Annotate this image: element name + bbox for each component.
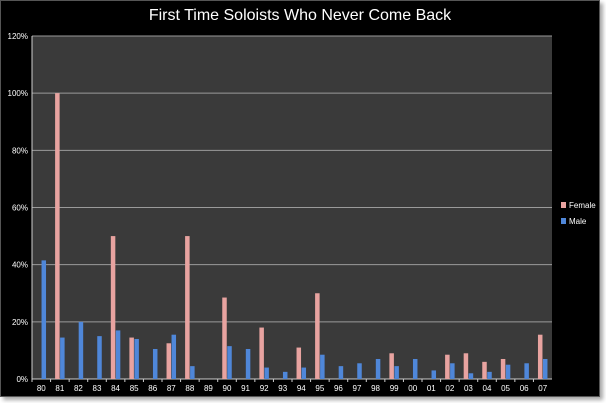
x-tick-label: 90 [223,384,232,393]
bar-female-92 [259,327,264,379]
y-tick-label: 60% [12,204,28,213]
x-tick-label: 80 [37,384,46,393]
bar-male-07 [542,358,548,379]
y-tick-label: 0% [16,375,28,384]
bar-male-86 [152,348,158,379]
bar-male-87 [171,334,177,379]
bar-male-99 [394,366,399,379]
bar-male-85 [134,338,139,379]
x-tick-label: 99 [390,384,399,393]
x-tick-label: 91 [241,384,250,393]
bar-female-85 [129,337,134,379]
x-tick-label: 92 [260,384,269,393]
x-tick-label: 95 [315,384,324,393]
bar-female-05 [500,358,506,379]
bar-male-90 [227,346,232,379]
x-tick-label: 06 [520,384,529,393]
bar-female-03 [463,353,469,379]
bar-male-83 [97,336,102,379]
bar-female-87 [166,343,172,379]
legend-label-male: Male [569,217,587,226]
bar-male-96 [338,366,344,379]
x-tick-label: 07 [538,384,547,393]
x-tick-label: 81 [55,384,64,393]
bar-male-97 [357,363,362,379]
bar-male-05 [505,364,511,379]
y-tick-label: 120% [8,32,28,41]
x-tick-label: 00 [408,384,417,393]
bar-female-81 [55,93,60,380]
bar-female-07 [537,334,543,379]
bar-female-90 [222,297,227,379]
x-tick-label: 04 [483,384,492,393]
legend-swatch-female [561,202,566,208]
legend-swatch-male [561,218,566,224]
bar-male-02 [450,363,455,379]
y-tick-label: 80% [12,146,28,155]
bar-female-04 [482,361,487,379]
bar-female-99 [389,353,394,379]
y-tick-label: 20% [12,318,28,327]
bar-male-88 [190,366,195,379]
x-tick-label: 87 [167,384,176,393]
bar-female-84 [110,236,116,379]
bar-male-06 [524,363,529,379]
x-tick-label: 94 [297,384,306,393]
x-tick-label: 98 [371,384,380,393]
chart-frame: First Time Soloists Who Never Come Back … [0,0,600,397]
legend-label-female: Female [569,201,596,210]
bar-male-93 [282,371,288,379]
x-tick-label: 89 [204,384,213,393]
bar-male-98 [375,358,381,379]
bar-male-81 [60,337,65,379]
bar-female-95 [315,293,320,379]
bar-male-91 [245,348,251,379]
x-tick-label: 84 [111,384,120,393]
x-tick-label: 03 [464,384,473,393]
chart-plot: 0% 20% 40% 60% 80% 100% 120% 80 81 82 83 84 85 86 87 88… [8,32,597,393]
bar-male-94 [301,367,307,379]
x-tick-label: 82 [74,384,83,393]
x-tick-label: 97 [353,384,362,393]
bar-male-92 [264,367,269,379]
x-tick-label: 02 [445,384,454,393]
bar-female-88 [185,236,190,379]
x-tick-label: 83 [93,384,102,393]
bar-male-03 [468,373,474,379]
x-tick-label: 88 [185,384,194,393]
bar-female-94 [296,347,302,379]
bar-female-02 [445,354,450,379]
x-tick-label: 86 [148,384,157,393]
bar-male-00 [412,358,418,379]
bar-male-95 [320,354,325,379]
x-tick-label: 85 [130,384,139,393]
y-tick-label: 40% [12,261,28,270]
bar-male-04 [487,371,492,379]
x-tick-label: 01 [427,384,436,393]
y-tick-label: 100% [8,89,28,98]
bar-male-01 [431,370,437,379]
bar-male-80 [41,260,47,379]
x-tick-label: 93 [278,384,287,393]
x-tick-label: 96 [334,384,343,393]
x-tick-label: 05 [501,384,510,393]
bar-male-82 [78,321,84,379]
chart-title: First Time Soloists Who Never Come Back [148,7,452,24]
bar-male-84 [115,330,121,379]
